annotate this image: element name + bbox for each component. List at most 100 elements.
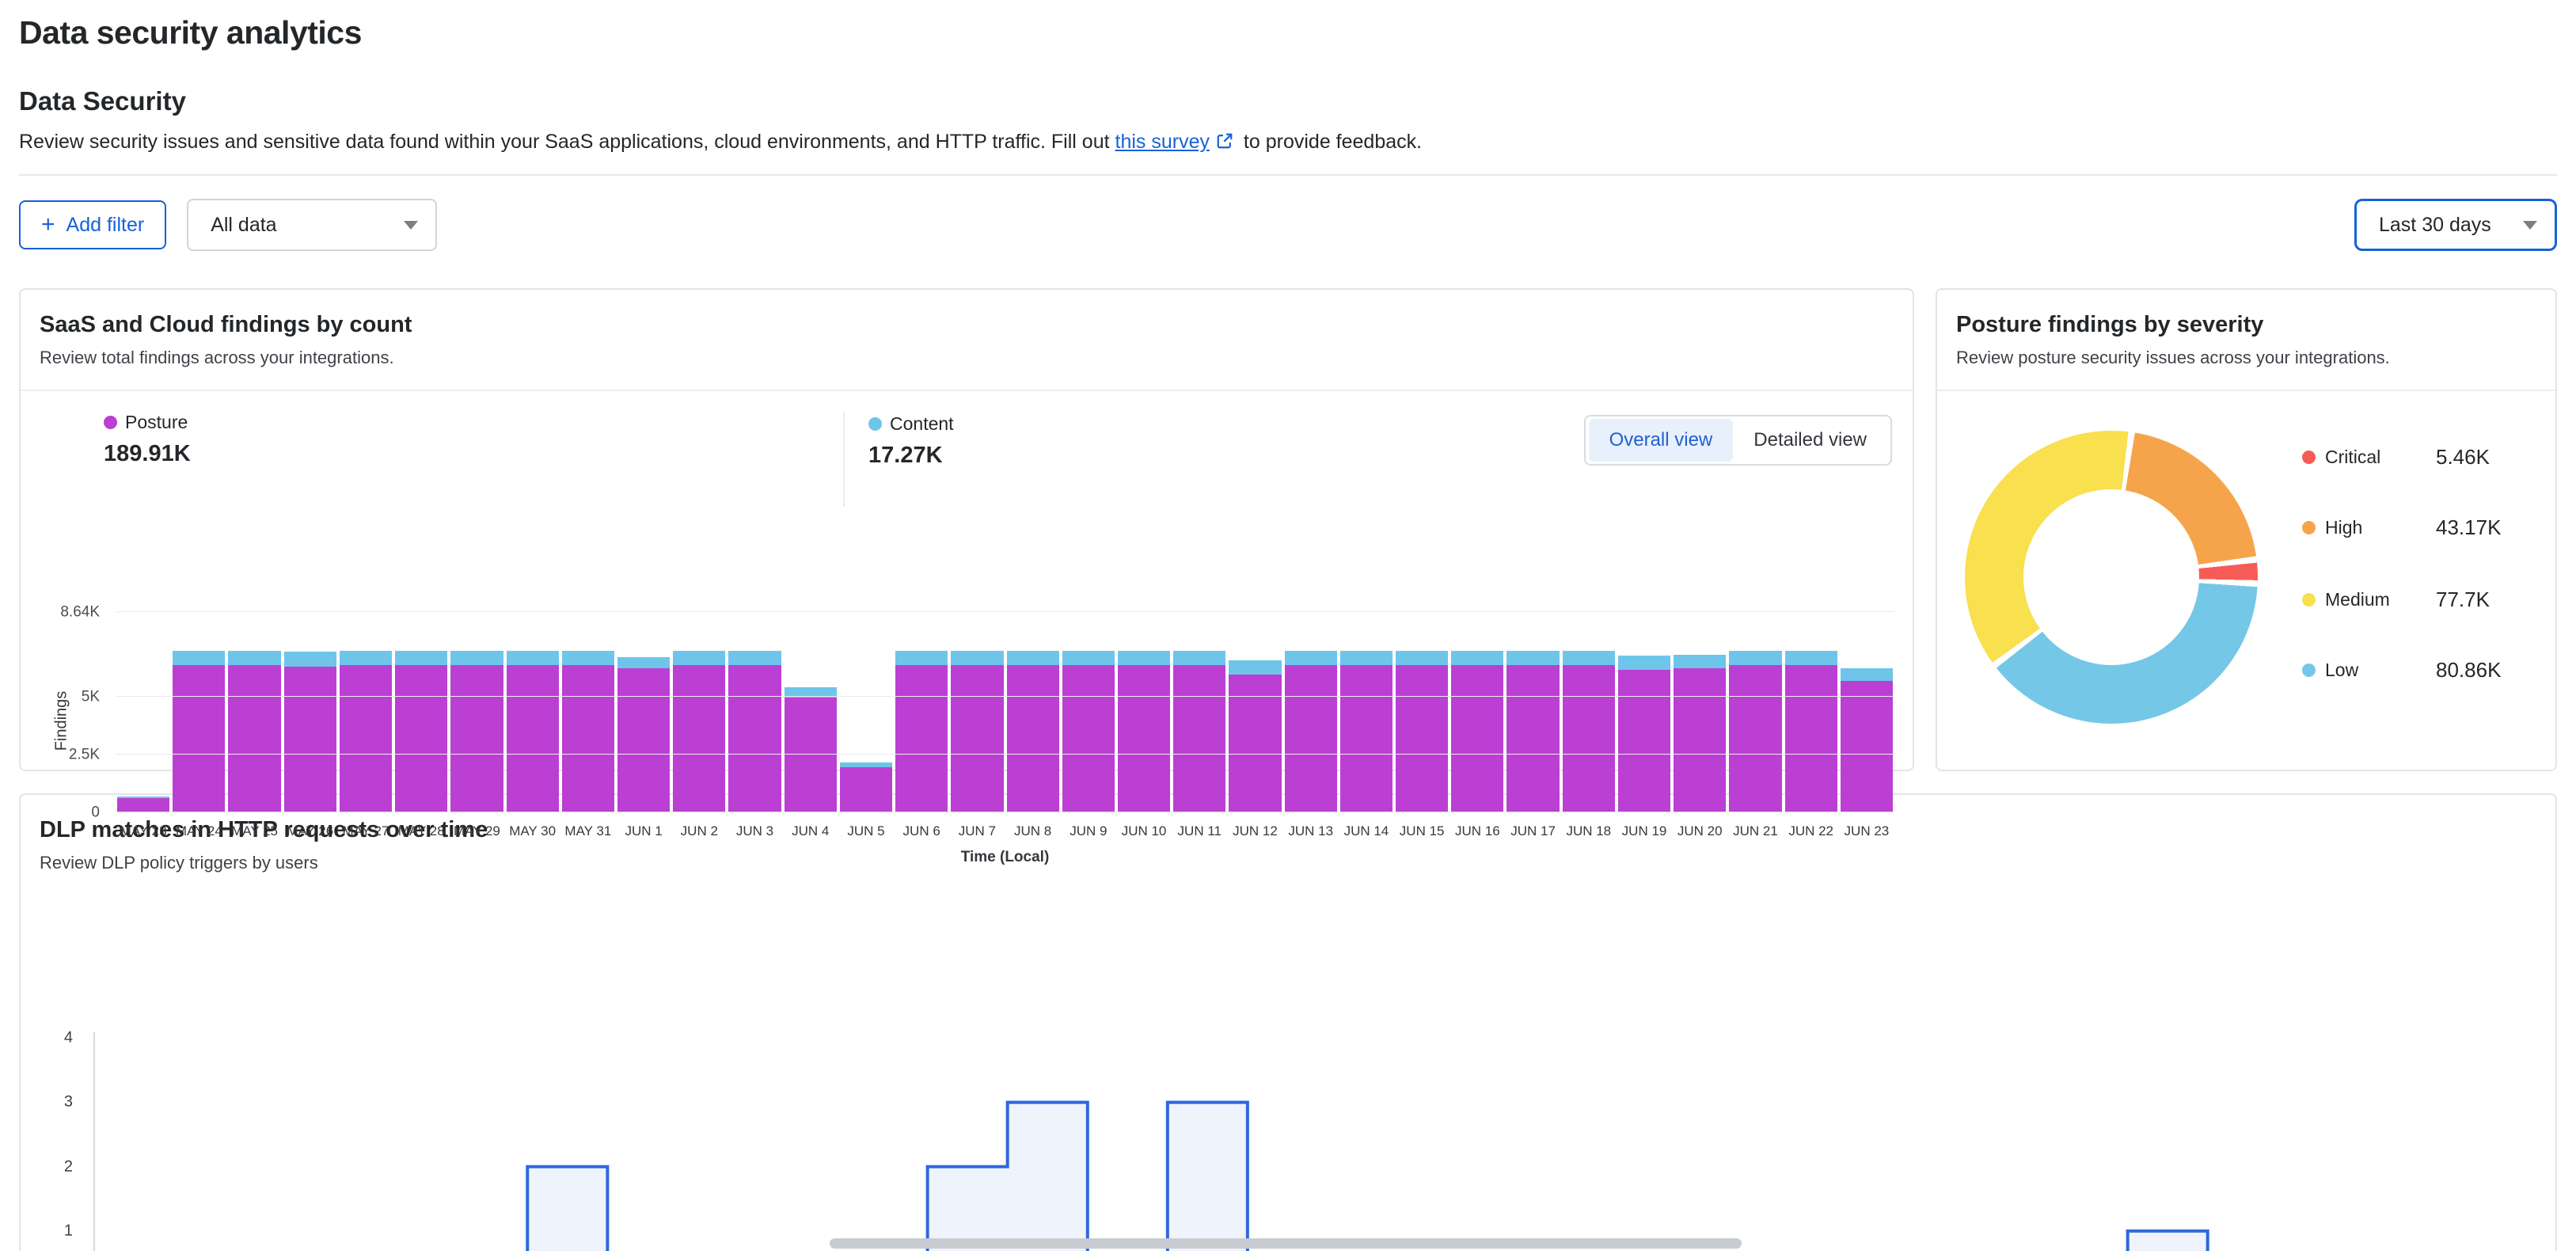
saas-findings-card: SaaS and Cloud findings by count Review … [19, 288, 1914, 865]
content-bar-segment [1729, 650, 1782, 666]
bar-may-30[interactable] [505, 612, 560, 812]
view-toggle: Overall view Detailed view [1583, 415, 1892, 466]
add-filter-button[interactable]: + Add filter [19, 200, 167, 249]
bar-jun-19[interactable] [1617, 612, 1672, 812]
saas-x-tick: JUN 4 [792, 823, 830, 838]
posture-bar-segment [1729, 665, 1782, 812]
bar-may-31[interactable] [560, 612, 616, 812]
bar-jun-13[interactable] [1283, 612, 1339, 812]
content-legend-dot [868, 417, 882, 431]
posture-bar-segment [1339, 665, 1393, 812]
critical-legend-dot [2302, 451, 2316, 464]
bar-jun-9[interactable] [1061, 612, 1116, 812]
content-bar-segment [450, 650, 503, 666]
posture-legend-dot [104, 416, 117, 429]
posture-bar-segment [1062, 665, 1115, 812]
plus-icon: + [41, 211, 55, 238]
posture-bar-segment [1506, 665, 1560, 812]
bar-jun-1[interactable] [616, 612, 671, 812]
saas-x-tick: JUN 3 [735, 823, 774, 838]
saas-y-tick: 2.5K [68, 746, 100, 763]
data-scope-select[interactable]: All data [187, 199, 438, 251]
dlp-y-tick: 1 [63, 1222, 73, 1240]
bar-may-28[interactable] [393, 612, 449, 812]
detailed-view-tab[interactable]: Detailed view [1733, 419, 1887, 462]
severity-legend-row-low[interactable]: Low 80.86K [2302, 658, 2501, 683]
bar-may-23[interactable] [116, 612, 171, 812]
posture-bar-segment [283, 666, 336, 812]
content-total-value: 17.27K [868, 443, 943, 468]
saas-x-tick: JUN 17 [1510, 823, 1556, 838]
bar-jun-7[interactable] [949, 612, 1005, 812]
saas-bars [116, 612, 1894, 812]
legend-posture[interactable]: Posture 189.91K [104, 412, 191, 467]
saas-x-tick: JUN 7 [958, 823, 996, 838]
bar-jun-12[interactable] [1227, 612, 1282, 812]
posture-bar-segment [895, 665, 948, 812]
bar-jun-16[interactable] [1449, 612, 1505, 812]
posture-bar-segment [1840, 680, 1893, 812]
posture-bar-segment [561, 665, 614, 812]
bar-may-25[interactable] [226, 612, 282, 812]
dlp-step-chart[interactable] [93, 1032, 2546, 1251]
bar-jun-20[interactable] [1672, 612, 1727, 812]
bar-jun-4[interactable] [783, 612, 838, 812]
bar-may-24[interactable] [171, 612, 226, 812]
posture-bar-segment [450, 665, 503, 812]
severity-legend-row-medium[interactable]: Medium 77.7K [2302, 587, 2490, 612]
content-bar-segment [839, 762, 893, 767]
bar-jun-21[interactable] [1727, 612, 1783, 812]
bar-jun-18[interactable] [1561, 612, 1617, 812]
saas-x-tick: JUN 23 [1844, 823, 1890, 838]
saas-x-tick: JUN 21 [1733, 823, 1778, 838]
bar-may-29[interactable] [449, 612, 504, 812]
legend-content[interactable]: Content 17.27K [843, 412, 954, 507]
bar-may-27[interactable] [338, 612, 393, 812]
posture-bar-segment [1229, 674, 1282, 812]
saas-y-tick: 5K [81, 688, 100, 705]
time-range-select[interactable]: Last 30 days [2354, 199, 2557, 251]
bar-jun-11[interactable] [1172, 612, 1227, 812]
posture-bar-segment [1674, 668, 1727, 812]
posture-bar-segment [728, 665, 781, 812]
horizontal-scrollbar-thumb[interactable] [830, 1238, 1742, 1249]
bar-jun-3[interactable] [727, 612, 782, 812]
intro-section: Data Security Review security issues and… [19, 86, 2557, 154]
bar-jun-17[interactable] [1505, 612, 1560, 812]
content-bar-segment [506, 650, 559, 666]
bar-jun-8[interactable] [1005, 612, 1061, 812]
saas-x-tick: JUN 19 [1621, 823, 1667, 838]
bar-jun-5[interactable] [838, 612, 894, 812]
posture-bar-segment [1617, 669, 1671, 812]
bar-jun-14[interactable] [1339, 612, 1394, 812]
severity-donut-chart[interactable] [1965, 431, 2258, 724]
header-divider [19, 174, 2557, 176]
severity-legend-row-critical[interactable]: Critical 5.46K [2302, 445, 2490, 470]
saas-x-axis-label: Time (Local) [960, 849, 1050, 865]
dlp-card-subtitle: Review DLP policy triggers by users [40, 853, 318, 873]
saas-x-tick: JUN 9 [1070, 823, 1108, 838]
content-bar-segment [1229, 660, 1282, 675]
severity-label: Low [2325, 660, 2359, 680]
posture-bar-segment [339, 665, 393, 812]
description-text-before: Review security issues and sensitive dat… [19, 131, 1115, 153]
posture-severity-card: Posture findings by severity Review post… [1936, 288, 2557, 771]
severity-legend-row-high[interactable]: High 43.17K [2302, 515, 2501, 540]
bar-jun-10[interactable] [1116, 612, 1172, 812]
content-bar-segment [617, 657, 671, 669]
bar-may-26[interactable] [283, 612, 338, 812]
bar-jun-6[interactable] [894, 612, 949, 812]
bar-jun-22[interactable] [1784, 612, 1839, 812]
severity-value: 77.7K [2436, 587, 2490, 611]
section-description: Review security issues and sensitive dat… [19, 131, 2557, 154]
overall-view-tab[interactable]: Overall view [1588, 419, 1734, 462]
saas-card-subtitle: Review total findings across your integr… [40, 348, 394, 367]
bar-jun-15[interactable] [1394, 612, 1449, 812]
bar-jun-23[interactable] [1839, 612, 1894, 812]
bar-jun-2[interactable] [671, 612, 727, 812]
posture-bar-segment [1396, 665, 1449, 812]
survey-link[interactable]: this survey [1115, 131, 1210, 153]
saas-x-tick: JUN 15 [1399, 823, 1445, 838]
